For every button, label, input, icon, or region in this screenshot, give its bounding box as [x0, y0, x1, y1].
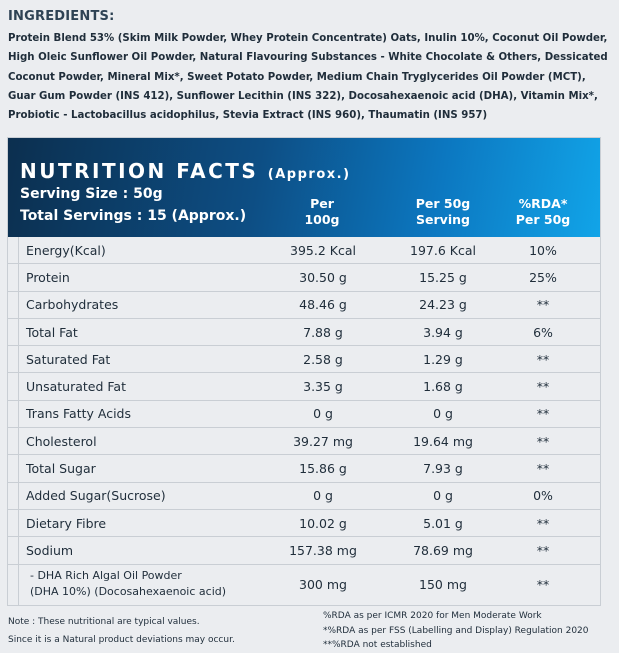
nutrient-name: Unsaturated Fat — [26, 379, 126, 395]
value-per-50g: 19.64 mg — [413, 433, 473, 449]
table-row: Energy(Kcal) 395.2 Kcal 197.6 Kcal 10% — [8, 237, 600, 265]
value-per-50g: 1.68 g — [423, 379, 463, 395]
value-per-50g: 1.29 g — [423, 351, 463, 367]
column-header-line: Per 50g — [415, 196, 471, 211]
value-rda: ** — [536, 351, 550, 367]
value-per-50g: 150 mg — [419, 576, 467, 592]
value-per-100g: 48.46 g — [299, 297, 347, 313]
value-rda: ** — [536, 379, 550, 395]
value-per-100g: 0 g — [313, 488, 333, 504]
table-row: Sodium 157.38 mg 78.69 mg ** — [8, 537, 600, 565]
value-per-100g: 30.50 g — [299, 269, 347, 285]
nutrient-name: Protein — [26, 269, 70, 285]
nutrient-name: Total Sugar — [26, 461, 96, 477]
nutrient-name-line: (DHA 10%) (Docosahexaenoic acid) — [30, 585, 227, 599]
value-rda: 25% — [529, 269, 557, 285]
table-row: Cholesterol 39.27 mg 19.64 mg ** — [8, 428, 600, 456]
nutrient-name: Saturated Fat — [26, 351, 111, 367]
table-row: Saturated Fat 2.58 g 1.29 g ** — [8, 346, 600, 374]
table-row: Protein 30.50 g 15.25 g 25% — [8, 264, 600, 292]
column-header-per-50g: Per 50g Serving — [393, 196, 493, 228]
value-per-50g: 15.25 g — [419, 269, 467, 285]
value-per-50g: 5.01 g — [423, 515, 463, 531]
table-row: Trans Fatty Acids 0 g 0 g ** — [8, 401, 600, 429]
nutrition-table-body: Energy(Kcal) 395.2 Kcal 197.6 Kcal 10% Prote… — [8, 237, 600, 604]
nutrient-name: Energy(Kcal) — [26, 242, 106, 258]
table-row: Total Sugar 15.86 g 7.93 g ** — [8, 455, 600, 483]
value-per-100g: 300 mg — [299, 576, 347, 592]
value-per-100g: 0 g — [313, 406, 333, 422]
table-row: Dietary Fibre 10.02 g 5.01 g ** — [8, 510, 600, 538]
value-rda: ** — [536, 515, 550, 531]
nutrient-name: Sodium — [26, 542, 74, 558]
value-per-50g: 24.23 g — [419, 297, 467, 313]
column-header-line: Per 50g — [515, 212, 571, 227]
value-per-50g: 3.94 g — [423, 324, 463, 340]
table-row: Total Fat 7.88 g 3.94 g 6% — [8, 319, 600, 347]
value-per-50g: 0 g — [433, 406, 453, 422]
column-header-rda: %RDA* Per 50g — [498, 196, 588, 228]
value-rda: 0% — [533, 488, 553, 504]
nutrient-name: - DHA Rich Algal Oil Powder (DHA 10%) (Do… — [30, 565, 270, 604]
value-rda: ** — [536, 461, 550, 477]
note-right: %RDA as per ICMR 2020 for Men Moderate W… — [323, 609, 589, 653]
value-per-50g: 78.69 mg — [413, 542, 473, 558]
value-per-100g: 7.88 g — [303, 324, 343, 340]
table-row: - DHA Rich Algal Oil Powder (DHA 10%) (Do… — [8, 565, 600, 604]
note-line: Note : These nutritional are typical val… — [8, 617, 200, 627]
nutrient-name: Trans Fatty Acids — [26, 406, 132, 422]
note-line: **%RDA not established — [323, 640, 432, 650]
nutrient-name-line: - DHA Rich Algal Oil Powder — [30, 569, 182, 583]
note-left: Note : These nutritional are typical val… — [8, 614, 235, 649]
value-rda: ** — [536, 406, 550, 422]
value-per-50g: 197.6 Kcal — [410, 242, 476, 258]
ingredients-list: Protein Blend 53% (Skim Milk Powder, Whe… — [8, 33, 608, 122]
ingredients-title: INGREDIENTS: — [8, 9, 115, 24]
value-per-100g: 3.35 g — [303, 379, 343, 395]
value-rda: ** — [536, 433, 550, 449]
nutrition-title-text: NUTRITION FACTS — [20, 159, 259, 183]
nutrition-title: NUTRITION FACTS (Approx.) — [20, 159, 351, 183]
value-per-100g: 157.38 mg — [289, 542, 357, 558]
value-per-100g: 15.86 g — [299, 461, 347, 477]
column-header-per-100g: Per 100g — [272, 196, 372, 228]
note-line: %RDA as per ICMR 2020 for Men Moderate W… — [323, 611, 542, 621]
value-rda: ** — [536, 542, 550, 558]
total-servings: Total Servings : 15 (Approx.) — [20, 208, 247, 224]
nutrient-name: Carbohydrates — [26, 297, 119, 313]
nutrient-name: Added Sugar(Sucrose) — [26, 488, 166, 504]
column-header-line: %RDA* — [518, 196, 568, 211]
column-header-line: Per — [310, 196, 334, 211]
value-rda: 6% — [533, 324, 553, 340]
table-row: Added Sugar(Sucrose) 0 g 0 g 0% — [8, 483, 600, 510]
note-line: Since it is a Natural product deviations… — [8, 634, 235, 645]
nutrient-name: Dietary Fibre — [26, 515, 107, 531]
value-per-100g: 2.58 g — [303, 351, 343, 367]
value-per-100g: 39.27 mg — [293, 433, 353, 449]
nutrient-name: Total Fat — [26, 324, 78, 340]
nutrition-facts-panel: NUTRITION FACTS (Approx.) Serving Size :… — [7, 137, 601, 606]
value-per-50g: 7.93 g — [423, 461, 463, 477]
note-line: *%RDA as per FSS (Labelling and Display)… — [323, 625, 589, 636]
nutrition-title-suffix: (Approx.) — [267, 167, 351, 182]
nutrition-header: NUTRITION FACTS (Approx.) Serving Size :… — [8, 138, 600, 237]
column-header-line: 100g — [304, 212, 340, 227]
serving-size: Serving Size : 50g — [20, 186, 163, 202]
value-rda: ** — [536, 297, 550, 313]
table-row: Unsaturated Fat 3.35 g 1.68 g ** — [8, 373, 600, 401]
table-row: Carbohydrates 48.46 g 24.23 g ** — [8, 292, 600, 319]
table-divider — [18, 237, 19, 605]
nutrient-name: Cholesterol — [26, 433, 97, 449]
value-rda: 10% — [529, 242, 557, 258]
value-rda: ** — [536, 576, 550, 592]
value-per-50g: 0 g — [433, 488, 453, 504]
column-header-line: Serving — [416, 212, 470, 227]
value-per-100g: 10.02 g — [299, 515, 347, 531]
value-per-100g: 395.2 Kcal — [290, 242, 356, 258]
